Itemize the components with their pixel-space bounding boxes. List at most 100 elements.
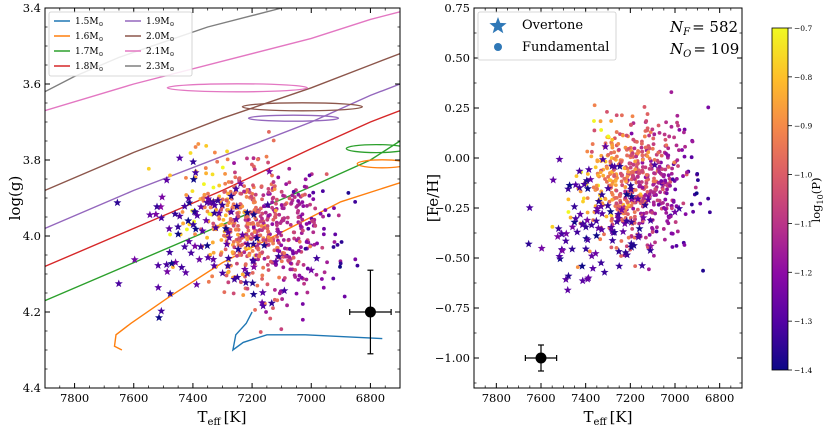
fundamental-point [270, 200, 275, 205]
left-ytick-label: 3.4 [23, 1, 41, 15]
fundamental-point [204, 171, 208, 176]
fundamental-point [296, 192, 301, 197]
fundamental-point [673, 220, 678, 224]
fundamental-point [310, 219, 315, 223]
overtone-star-point [166, 289, 175, 298]
fundamental-point [305, 204, 309, 208]
legend-label-1_9M: 1.9M⊙ [146, 17, 175, 28]
right-panel: 7800 7600 7400 7200 7000 6800 0.75 0.50 0.25 0.00… [424, 1, 743, 428]
legend-label-1_6M: 1.6M⊙ [75, 32, 104, 43]
fundamental-point [655, 198, 660, 203]
fundamental-point [631, 162, 636, 167]
fundamental-point [647, 166, 652, 171]
fundamental-point [610, 197, 615, 202]
fundamental-point [222, 233, 226, 238]
overtone-star-point [205, 198, 214, 207]
fundamental-point [585, 196, 590, 201]
fundamental-point [313, 224, 318, 228]
overtone-star-point [549, 175, 558, 184]
overtone-star-point [555, 155, 564, 163]
fundamental-point [651, 253, 656, 258]
fundamental-point [630, 227, 635, 231]
fundamental-point [645, 154, 650, 159]
fundamental-point [233, 170, 237, 175]
fundamental-point [228, 227, 233, 232]
fundamental-point [226, 191, 230, 196]
overtone-star-point [571, 180, 580, 189]
overtone-star-point [583, 275, 592, 283]
fundamental-point [288, 261, 293, 266]
fundamental-point [208, 205, 213, 210]
overtone-star-point [175, 153, 184, 162]
overtone-star-point [189, 157, 198, 166]
fundamental-point [206, 191, 210, 196]
overtone-star-point [180, 242, 189, 251]
fundamental-point [652, 157, 657, 162]
fundamental-point [661, 200, 665, 205]
fundamental-point [653, 187, 658, 192]
overtone-star-point [646, 242, 655, 250]
fundamental-point [266, 243, 271, 247]
fundamental-point [204, 143, 209, 148]
fundamental-point [258, 330, 263, 334]
right-ytick-label: −0.75 [435, 301, 470, 315]
fundamental-point [637, 221, 642, 226]
fundamental-point [701, 268, 705, 273]
fundamental-point [659, 153, 664, 158]
fundamental-point [242, 250, 247, 255]
fundamental-point [624, 244, 629, 249]
fundamental-point [252, 198, 256, 203]
fundamental-point [270, 222, 275, 227]
overtone-star-point [613, 217, 621, 226]
right-legend-box [477, 11, 617, 61]
fundamental-point [658, 190, 663, 195]
fundamental-point [279, 243, 284, 248]
overtone-star-point [267, 299, 276, 307]
fundamental-point [296, 248, 301, 253]
fundamental-point [261, 238, 266, 242]
fundamental-point [263, 210, 268, 215]
fundamental-point [606, 134, 611, 139]
fundamental-point [284, 254, 288, 259]
fundamental-point [266, 255, 270, 260]
fundamental-point [338, 264, 342, 269]
fundamental-point [260, 277, 264, 281]
fundamental-point [355, 263, 360, 268]
fundamental-point [669, 231, 674, 236]
fundamental-point [646, 150, 651, 155]
fundamental-point [261, 265, 266, 270]
fundamental-point [247, 253, 252, 258]
fundamental-point [550, 224, 555, 229]
fundamental-point [259, 184, 264, 189]
fundamental-point [249, 194, 254, 199]
fundamental-point [272, 297, 277, 302]
overtone-star-point [249, 256, 257, 264]
fundamental-point [286, 237, 291, 242]
fundamental-point [629, 131, 634, 136]
fundamental-point [304, 240, 309, 244]
fundamental-point [181, 221, 185, 226]
overtone-star-point [232, 202, 241, 210]
fundamental-point [644, 210, 649, 215]
overtone-star-point [627, 185, 635, 193]
overtone-star-point [597, 202, 606, 210]
overtone-star-point [571, 214, 580, 222]
fundamental-point [250, 271, 255, 275]
fundamental-point [625, 212, 630, 217]
fundamental-point [273, 208, 278, 213]
nf-count: NF = 582 [669, 18, 738, 38]
fundamental-point [585, 210, 590, 215]
overtone-star-point [222, 240, 231, 248]
fundamental-point [623, 195, 628, 200]
fundamental-point [585, 172, 590, 176]
fundamental-point [281, 265, 286, 270]
fundamental-point [614, 188, 619, 193]
fundamental-point [250, 162, 254, 167]
fundamental-point [651, 179, 656, 184]
fundamental-point [599, 153, 604, 158]
fundamental-point [677, 127, 682, 132]
fundamental-point [321, 232, 326, 237]
overtone-star-point [184, 194, 193, 202]
fundamental-point [338, 261, 343, 266]
fundamental-point [652, 132, 657, 137]
